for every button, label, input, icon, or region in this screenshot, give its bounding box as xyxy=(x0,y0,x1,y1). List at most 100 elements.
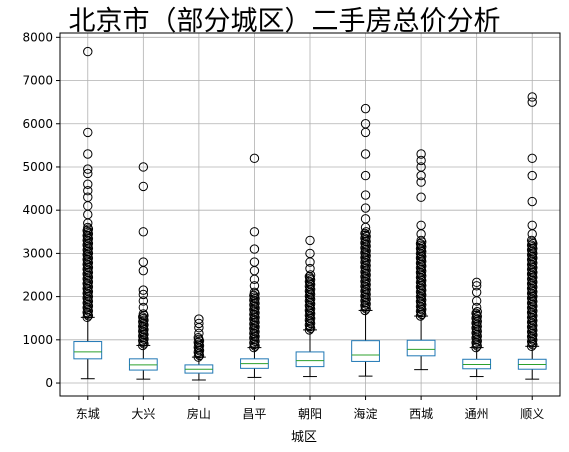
box-group-3 xyxy=(240,153,269,378)
outlier-point xyxy=(471,308,481,319)
outlier-point xyxy=(305,248,315,259)
outlier-point xyxy=(194,314,204,324)
outlier-point xyxy=(138,257,149,267)
y-tick-label: 0 xyxy=(45,376,53,390)
outlier-point xyxy=(360,149,371,159)
outlier-point xyxy=(138,312,148,322)
y-tick-label: 6000 xyxy=(22,117,53,131)
outlier-point xyxy=(360,228,370,239)
x-tick-label: 西城 xyxy=(409,407,433,421)
y-tick-label: 4000 xyxy=(22,203,53,217)
y-tick-label: 7000 xyxy=(22,74,53,88)
x-tick-label: 朝阳 xyxy=(298,407,322,421)
outlier-point xyxy=(249,257,260,267)
outlier-point xyxy=(471,277,482,288)
outlier-point xyxy=(527,92,537,102)
box-group-1 xyxy=(128,162,158,380)
outlier-point xyxy=(360,190,371,200)
outlier-point xyxy=(527,220,537,231)
iqr-box xyxy=(295,351,325,368)
y-tick-label: 5000 xyxy=(22,160,53,174)
outlier-point xyxy=(416,235,426,246)
outlier-point xyxy=(249,227,260,237)
iqr-box xyxy=(406,339,436,357)
outlier-point xyxy=(138,227,149,237)
outlier-point xyxy=(472,307,482,317)
x-tick-label: 房山 xyxy=(187,406,211,421)
outlier-point xyxy=(526,240,537,250)
outlier-point xyxy=(416,155,426,166)
x-tick-label: 海淀 xyxy=(354,406,378,421)
outlier-point xyxy=(138,285,149,295)
outlier-point xyxy=(360,170,371,181)
outlier-point xyxy=(305,270,316,280)
outlier-point xyxy=(361,227,371,237)
outlier-point xyxy=(83,127,93,138)
chart-title: 北京市（部分城区）二手房总价分析 xyxy=(68,6,501,37)
outlier-point xyxy=(83,168,93,179)
outlier-point xyxy=(416,162,426,172)
x-tick-label: 东城 xyxy=(76,407,100,421)
x-tick-label: 昌平 xyxy=(242,407,266,421)
outlier-point xyxy=(194,328,204,339)
outlier-point xyxy=(249,244,260,254)
outlier-point xyxy=(416,149,426,159)
outlier-point xyxy=(249,290,259,301)
box-group-0 xyxy=(73,46,103,380)
outlier-point xyxy=(138,181,149,192)
box-group-5 xyxy=(351,103,380,377)
y-tick-label: 8000 xyxy=(22,30,53,44)
outlier-point xyxy=(471,313,481,323)
outlier-point xyxy=(416,192,426,202)
outlier-point xyxy=(527,153,537,164)
box-layer xyxy=(73,46,547,381)
outlier-point xyxy=(471,287,482,297)
y-tick-label: 1000 xyxy=(22,333,53,347)
outlier-point xyxy=(83,186,93,196)
x-tick-label: 大兴 xyxy=(131,407,155,421)
outlier-point xyxy=(138,296,149,306)
outlier-point xyxy=(416,220,426,231)
outlier-point xyxy=(193,332,203,343)
outlier-point xyxy=(471,281,482,291)
y-tick-label: 2000 xyxy=(22,290,53,304)
outlier-point xyxy=(527,196,537,207)
outlier-point xyxy=(193,337,203,348)
outlier-point xyxy=(83,46,93,57)
outlier-point xyxy=(526,235,537,246)
outlier-point xyxy=(83,192,93,202)
outlier-point xyxy=(360,103,371,114)
outlier-point xyxy=(304,276,315,287)
outlier-point xyxy=(138,162,149,172)
outlier-point xyxy=(83,164,93,174)
outlier-point xyxy=(471,302,482,313)
box-group-7 xyxy=(462,277,492,378)
outlier-point xyxy=(83,222,93,233)
outlier-point xyxy=(138,302,149,313)
outlier-point xyxy=(360,119,371,129)
outlier-point xyxy=(305,235,315,246)
outlier-point xyxy=(83,149,93,159)
outlier-point xyxy=(194,318,204,329)
outlier-point xyxy=(415,238,426,249)
outlier-point xyxy=(416,177,426,187)
iqr-box xyxy=(351,340,380,362)
box-group-2 xyxy=(184,314,214,381)
outlier-point xyxy=(360,214,371,224)
outlier-point xyxy=(249,153,260,164)
outlier-point xyxy=(527,97,537,107)
box-group-8 xyxy=(517,92,547,380)
x-tick-label: 顺义 xyxy=(520,407,544,421)
y-tick-label: 3000 xyxy=(22,246,53,260)
outlier-point xyxy=(360,233,370,243)
outlier-point xyxy=(83,179,93,189)
outlier-point xyxy=(527,170,537,181)
outlier-point xyxy=(249,287,260,297)
tick-layer: 0 1000 2000 3000 4000 5000 6000 7000 8000 东城 大兴 房山 昌… xyxy=(22,30,544,421)
iqr-box xyxy=(73,341,103,360)
box-group-4 xyxy=(295,235,325,378)
outlier-point xyxy=(82,225,92,236)
x-tick-label: 通州 xyxy=(465,407,489,421)
